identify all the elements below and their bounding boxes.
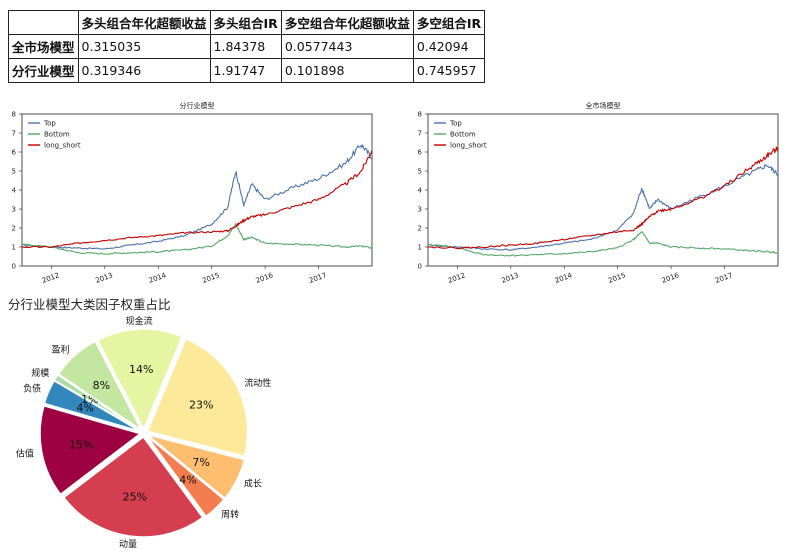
y-tick-label: 2 bbox=[12, 225, 16, 233]
x-tick-label: 2016 bbox=[661, 271, 681, 285]
y-tick-label: 0 bbox=[12, 263, 16, 271]
table-header-cell: 多空组合年化超额收益 bbox=[280, 10, 414, 35]
table-header-row: 多头组合年化超额收益 多头组合IR 多空组合年化超额收益 多空组合IR bbox=[8, 10, 486, 35]
x-tick-label: 2017 bbox=[308, 271, 327, 285]
table-row: 全市场模型 0.315035 1.84378 0.0577443 0.42094 bbox=[8, 34, 486, 59]
table-row: 分行业模型 0.319346 1.91747 0.101898 0.745957 bbox=[8, 58, 486, 83]
table-cell: 0.319346 bbox=[77, 58, 211, 83]
y-tick-label: 8 bbox=[12, 111, 16, 119]
y-tick-label: 1 bbox=[12, 244, 16, 252]
pie-category-label: 规模 bbox=[31, 368, 49, 379]
legend-label: Bottom bbox=[450, 131, 476, 139]
table-cell: 1.84378 bbox=[209, 34, 282, 59]
pie-slice bbox=[39, 404, 142, 496]
pie-percent-label: 23% bbox=[189, 398, 213, 411]
pie-category-label: 动量 bbox=[119, 539, 137, 550]
legend-label: Top bbox=[43, 120, 56, 128]
pie-slice bbox=[146, 337, 249, 458]
legend-label: Bottom bbox=[44, 131, 70, 139]
line-chart-industry: 分行业模型 0 1 2 3 4 5 6 7 8 2012 2013 2014 2015 2016 2017 To… bbox=[12, 101, 373, 285]
series-line-top bbox=[428, 163, 779, 252]
pie-category-label: 周转 bbox=[221, 508, 239, 520]
pie-percent-label: 7% bbox=[192, 456, 209, 469]
y-tick-label: 5 bbox=[12, 168, 16, 176]
table-header-cell: 多头组合年化超额收益 bbox=[77, 10, 211, 35]
pie-category-label: 负债 bbox=[23, 383, 41, 395]
series-line-long-short bbox=[427, 146, 779, 250]
x-tick-label: 2012 bbox=[447, 271, 466, 285]
row-label: 全市场模型 bbox=[8, 34, 79, 59]
pie-category-label: 成长 bbox=[244, 478, 262, 490]
table-cell: 0.315035 bbox=[77, 34, 211, 59]
y-tick-label: 5 bbox=[418, 168, 422, 176]
chart-title: 分行业模型 bbox=[180, 101, 215, 110]
table-cell: 0.42094 bbox=[412, 34, 486, 59]
y-tick-label: 8 bbox=[418, 111, 422, 119]
y-tick-label: 2 bbox=[418, 225, 422, 233]
x-tick-label: 2013 bbox=[500, 271, 519, 285]
legend-label: long_short bbox=[450, 142, 487, 150]
x-tick-label: 2017 bbox=[714, 271, 733, 285]
x-tick-label: 2014 bbox=[554, 271, 574, 285]
y-tick-label: 6 bbox=[418, 149, 423, 157]
x-tick-label: 2015 bbox=[201, 271, 220, 285]
x-tick-label: 2016 bbox=[255, 271, 275, 285]
table-cell: 0.745957 bbox=[412, 58, 486, 83]
pie-slice bbox=[53, 373, 142, 432]
series-line-top bbox=[21, 143, 373, 250]
pie-percent-label: 15% bbox=[69, 439, 93, 452]
y-tick-label: 0 bbox=[418, 263, 422, 271]
table-cell: 1.91747 bbox=[209, 58, 282, 83]
x-tick-label: 2013 bbox=[94, 271, 113, 285]
pie-category-label: 现金流 bbox=[126, 315, 153, 327]
row-label: 分行业模型 bbox=[8, 58, 79, 83]
table-header-cell: 多空组合IR bbox=[412, 10, 486, 35]
pie-percent-label: 4% bbox=[179, 473, 196, 486]
pie-percent-label: 25% bbox=[123, 490, 147, 503]
pie-category-label: 估值 bbox=[16, 447, 34, 459]
pie-percent-label: 4% bbox=[76, 402, 93, 415]
series-line-bottom bbox=[427, 231, 779, 257]
pie-chart: 14%现金流23%流动性7%成长4%周转25%动量15%估值4%负债1%规模8%… bbox=[16, 315, 271, 550]
series-line-long-short bbox=[21, 149, 373, 249]
x-tick-label: 2014 bbox=[148, 271, 168, 285]
pie-slice bbox=[62, 435, 204, 538]
y-tick-label: 4 bbox=[418, 187, 423, 195]
series-line-bottom bbox=[21, 221, 373, 255]
table-header-cell: 多头组合IR bbox=[209, 10, 282, 35]
chart-title: 全市场模型 bbox=[586, 101, 621, 110]
y-tick-label: 6 bbox=[12, 149, 17, 157]
y-tick-label: 1 bbox=[418, 244, 422, 252]
y-tick-label: 7 bbox=[418, 130, 422, 138]
stats-table: 多头组合年化超额收益 多头组合IR 多空组合年化超额收益 多空组合IR 全市场模… bbox=[8, 10, 486, 83]
y-tick-label: 4 bbox=[12, 187, 17, 195]
pie-slice bbox=[57, 340, 142, 431]
x-tick-label: 2012 bbox=[41, 271, 60, 285]
pie-category-label: 盈利 bbox=[51, 343, 69, 355]
table-cell: 0.101898 bbox=[280, 58, 414, 83]
legend-label: Top bbox=[449, 120, 462, 128]
y-tick-label: 3 bbox=[418, 206, 422, 214]
pie-percent-label: 8% bbox=[93, 379, 110, 392]
legend-label: long_short bbox=[44, 142, 81, 150]
pie-slice bbox=[96, 328, 183, 431]
pie-category-label: 流动性 bbox=[244, 377, 271, 389]
table-header-cell bbox=[8, 10, 79, 35]
pie-title: 分行业模型大类因子权重占比 bbox=[8, 297, 171, 312]
pie-slice bbox=[146, 435, 226, 518]
table-cell: 0.0577443 bbox=[280, 34, 414, 59]
pie-percent-label: 14% bbox=[129, 363, 153, 376]
plot-frame bbox=[427, 113, 779, 267]
x-tick-label: 2015 bbox=[607, 271, 626, 285]
pie-slice bbox=[147, 434, 246, 500]
y-tick-label: 7 bbox=[12, 130, 16, 138]
y-tick-label: 3 bbox=[12, 206, 16, 214]
line-chart-market: 全市场模型 0 1 2 3 4 5 6 7 8 2012 2013 2014 2015 2016 2017 To… bbox=[418, 101, 779, 285]
